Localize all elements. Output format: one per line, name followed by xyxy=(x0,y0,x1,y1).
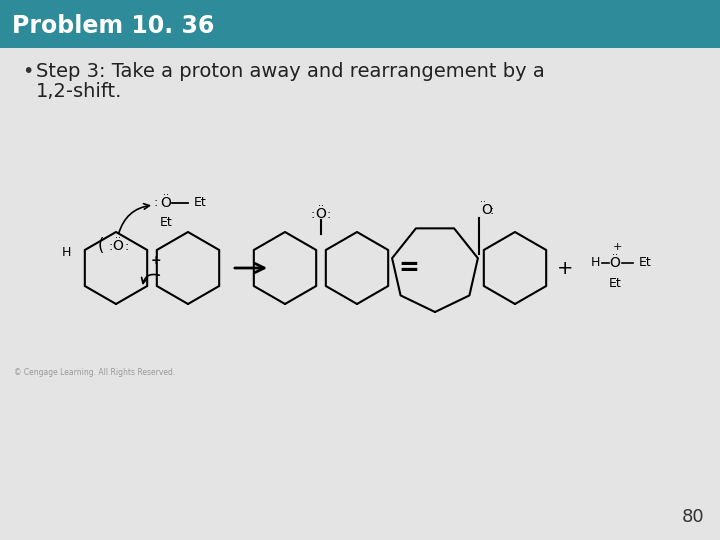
Text: ··: ·· xyxy=(115,233,121,243)
Text: Et: Et xyxy=(160,216,172,229)
Text: +: + xyxy=(557,259,573,278)
Text: H: H xyxy=(61,246,71,260)
Text: O: O xyxy=(315,207,326,221)
Text: O: O xyxy=(112,239,123,253)
Text: +: + xyxy=(150,253,161,267)
Text: :: : xyxy=(311,207,315,220)
Text: ··: ·· xyxy=(318,201,324,211)
Text: ··: ·· xyxy=(163,190,169,200)
Text: •: • xyxy=(22,62,33,81)
Text: Et: Et xyxy=(639,256,652,269)
Text: O: O xyxy=(161,196,171,210)
Text: H: H xyxy=(590,256,600,269)
Text: ··: ·· xyxy=(612,250,618,260)
Text: :: : xyxy=(154,197,158,210)
Text: O: O xyxy=(481,203,492,217)
Text: Step 3: Take a proton away and rearrangement by a: Step 3: Take a proton away and rearrange… xyxy=(36,62,545,81)
Text: (: ( xyxy=(98,237,104,255)
Text: 1,2-shift.: 1,2-shift. xyxy=(36,82,122,101)
Text: 80: 80 xyxy=(681,508,704,526)
Text: :: : xyxy=(327,207,331,220)
FancyBboxPatch shape xyxy=(0,0,720,48)
Text: Problem 10. 36: Problem 10. 36 xyxy=(12,14,215,38)
Text: Et: Et xyxy=(608,277,621,290)
Text: Et: Et xyxy=(194,197,207,210)
Text: © Cengage Learning. All Rights Reserved.: © Cengage Learning. All Rights Reserved. xyxy=(14,368,175,377)
Text: :: : xyxy=(125,240,129,253)
Text: :: : xyxy=(490,204,494,217)
Text: :: : xyxy=(109,240,113,253)
Text: O: O xyxy=(610,256,621,270)
Text: +: + xyxy=(612,242,621,252)
Text: ··: ·· xyxy=(480,197,486,207)
Text: =: = xyxy=(399,256,420,280)
